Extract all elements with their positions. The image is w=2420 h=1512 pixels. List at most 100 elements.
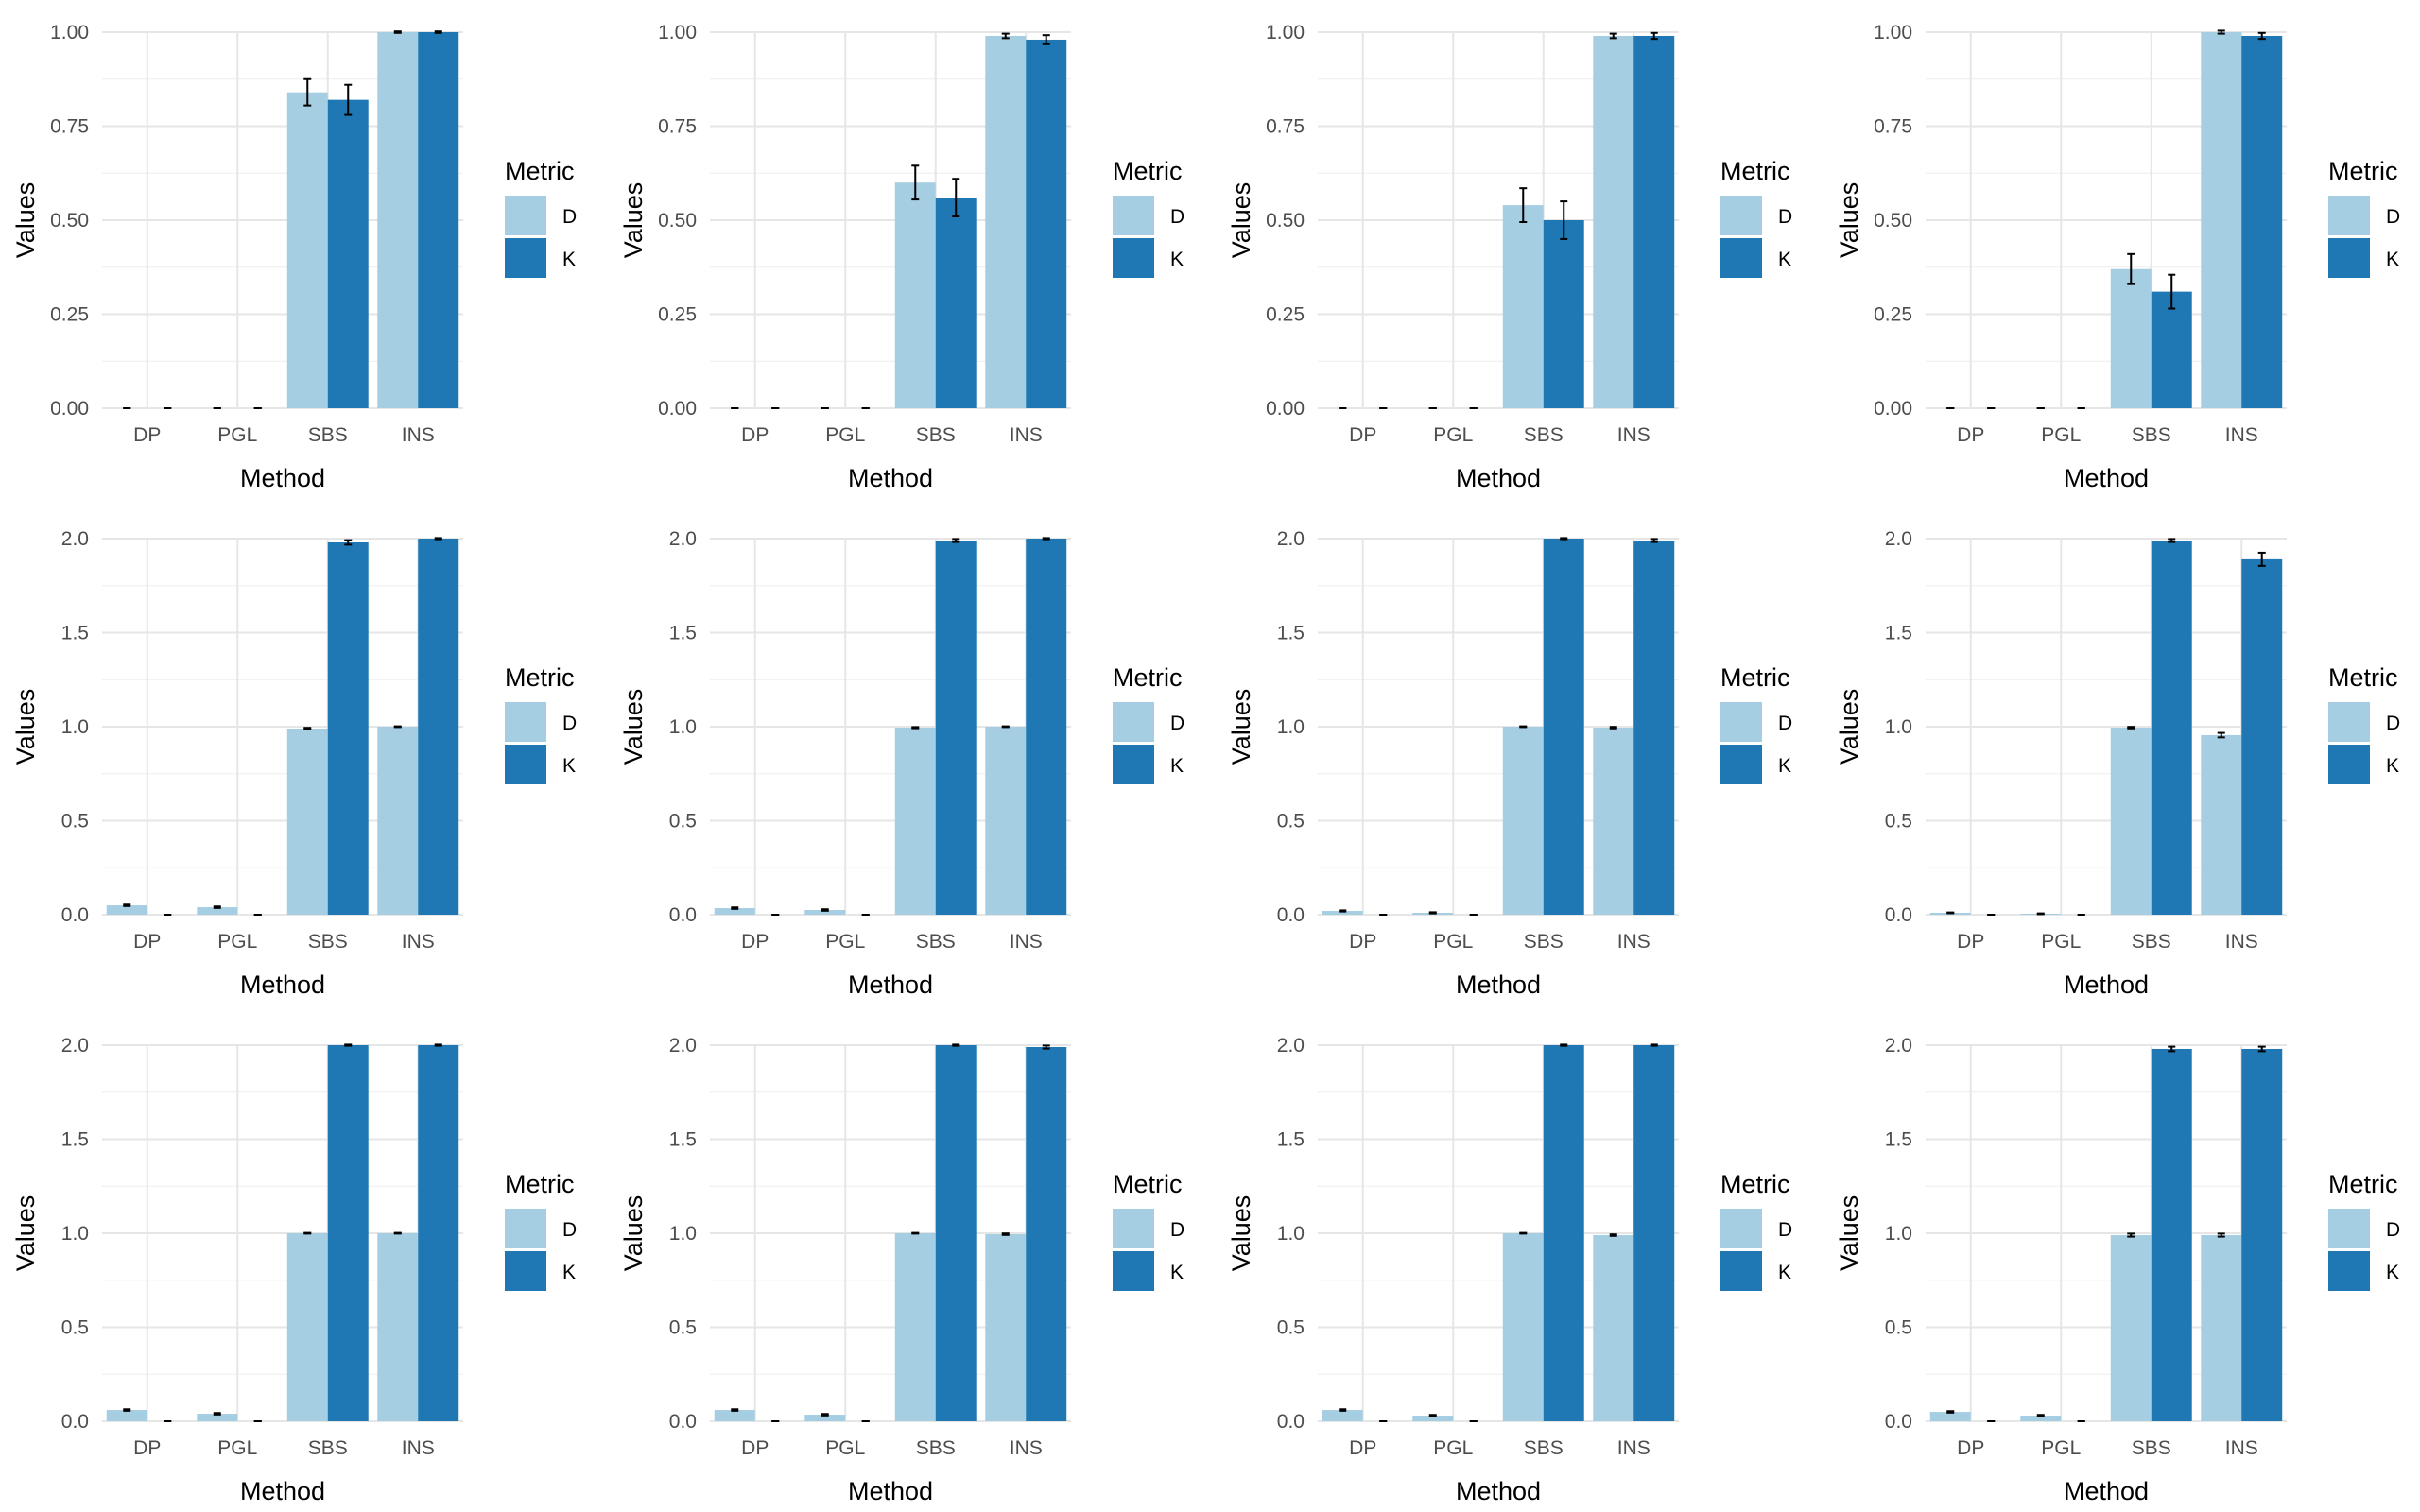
y-tick-label: 0.25 (50, 304, 89, 326)
legend-label: D (562, 713, 577, 734)
legend-title: Metric (1113, 663, 1183, 692)
y-tick-label: 0.5 (669, 1317, 697, 1339)
legend-title: Metric (2328, 663, 2398, 692)
bar-k (1543, 539, 1584, 915)
legend-label: K (562, 1262, 576, 1283)
x-axis-title: Method (240, 1477, 325, 1505)
x-tick-label: SBS (2132, 424, 2171, 446)
y-tick-label: 0.75 (658, 116, 697, 138)
y-axis-title: Values (1227, 1195, 1255, 1272)
legend-label: K (2386, 755, 2399, 777)
legend-key-d (505, 1209, 546, 1248)
y-tick-label: 0.00 (50, 398, 89, 420)
legend-key-k (2328, 745, 2370, 784)
y-tick-label: 1.5 (61, 1129, 89, 1151)
legend-key-k (2328, 1251, 2370, 1291)
y-tick-label: 2.0 (61, 528, 89, 550)
bar-d (1502, 727, 1544, 915)
x-tick-label: PGL (825, 424, 865, 446)
y-tick-label: 1.0 (1885, 1223, 1912, 1245)
y-tick-label: 1.5 (1277, 1129, 1305, 1151)
bar-d (985, 35, 1027, 408)
legend-key-d (1113, 1209, 1154, 1248)
legend-title: Metric (1113, 1170, 1183, 1198)
x-axis-title: Method (1456, 1477, 1541, 1505)
x-tick-label: PGL (1433, 424, 1473, 446)
legend-label: D (562, 1219, 577, 1241)
bar-k (1634, 1045, 1675, 1421)
bar-chart-panel: 0.0 0.5 1.0 1.5 2.0 DP PGL SBS INS Method Values Me… (1835, 1035, 2400, 1505)
y-tick-label: 1.0 (669, 716, 697, 738)
legend-key-k (505, 745, 546, 784)
bar-d (2201, 734, 2242, 915)
legend-title: Metric (1720, 1170, 1790, 1198)
bar-d (286, 1233, 328, 1421)
y-tick-label: 0.5 (61, 811, 89, 833)
y-tick-label: 0.00 (1266, 398, 1305, 420)
legend-label: D (1778, 713, 1792, 734)
y-tick-label: 0.75 (50, 116, 89, 138)
y-axis-title: Values (1227, 689, 1255, 765)
legend-label: D (1778, 1219, 1792, 1241)
bar-k (2151, 291, 2192, 408)
y-tick-label: 1.00 (1266, 22, 1305, 43)
bar-d (1502, 205, 1544, 408)
legend-key-d (1720, 196, 1762, 235)
bar-k (2241, 558, 2283, 915)
legend-key-d (1113, 196, 1154, 235)
x-tick-label: DP (133, 931, 161, 953)
bar-k (1543, 1045, 1584, 1421)
x-axis-title: Method (2064, 971, 2149, 999)
bar-k (935, 540, 977, 915)
bar-chart-panel: 0.00 0.25 0.50 0.75 1.00 DP PGL SBS INS Method Val… (11, 22, 577, 492)
bar-d (1593, 35, 1634, 408)
x-tick-label: PGL (2041, 1437, 2081, 1459)
bar-chart-panel: 0.00 0.25 0.50 0.75 1.00 DP PGL SBS INS Method Val… (619, 22, 1184, 492)
x-axis-title: Method (2064, 464, 2149, 492)
bar-d (377, 727, 419, 915)
x-tick-label: PGL (217, 1437, 257, 1459)
x-tick-label: DP (741, 424, 769, 446)
x-axis-title: Method (240, 464, 325, 492)
y-tick-label: 0.5 (1277, 1317, 1305, 1339)
y-tick-label: 1.0 (669, 1223, 697, 1245)
legend-key-k (2328, 238, 2370, 278)
y-tick-label: 0.0 (1277, 904, 1305, 926)
x-tick-label: DP (1957, 931, 1984, 953)
x-tick-label: PGL (1433, 1437, 1473, 1459)
bar-d (985, 1233, 1027, 1421)
y-tick-label: 1.00 (658, 22, 697, 43)
bar-d (804, 910, 846, 915)
legend-key-d (2328, 196, 2370, 235)
x-tick-label: INS (402, 424, 435, 446)
legend-title: Metric (2328, 1170, 2398, 1198)
bar-k (327, 541, 369, 915)
bar-chart-panel: 0.00 0.25 0.50 0.75 1.00 DP PGL SBS INS Method Val… (1227, 22, 1792, 492)
x-axis-title: Method (1456, 464, 1541, 492)
y-tick-label: 0.0 (669, 904, 697, 926)
legend-key-k (1113, 1251, 1154, 1291)
legend-key-d (1720, 702, 1762, 742)
y-tick-label: 1.0 (1277, 1223, 1305, 1245)
legend-key-d (505, 196, 546, 235)
legend-label: K (2386, 249, 2399, 270)
bar-k (2241, 1048, 2283, 1421)
bar-d (197, 907, 238, 915)
x-tick-label: INS (1010, 1437, 1043, 1459)
y-tick-label: 0.50 (658, 210, 697, 232)
bar-d (377, 32, 419, 408)
y-tick-label: 1.5 (1277, 623, 1305, 644)
y-axis-title: Values (11, 689, 40, 765)
legend-title: Metric (505, 663, 575, 692)
legend-key-k (505, 238, 546, 278)
x-tick-label: DP (741, 1437, 769, 1459)
bar-k (418, 1045, 459, 1421)
y-tick-label: 1.00 (50, 22, 89, 43)
y-tick-label: 0.0 (1885, 904, 1912, 926)
bar-d (377, 1233, 419, 1421)
bar-k (1026, 39, 1067, 409)
x-tick-label: SBS (2132, 931, 2171, 953)
bar-d (2110, 727, 2152, 915)
y-axis-title: Values (11, 1195, 40, 1272)
bar-chart-panel: 0.0 0.5 1.0 1.5 2.0 DP PGL SBS INS Method Values Me… (11, 1035, 577, 1505)
